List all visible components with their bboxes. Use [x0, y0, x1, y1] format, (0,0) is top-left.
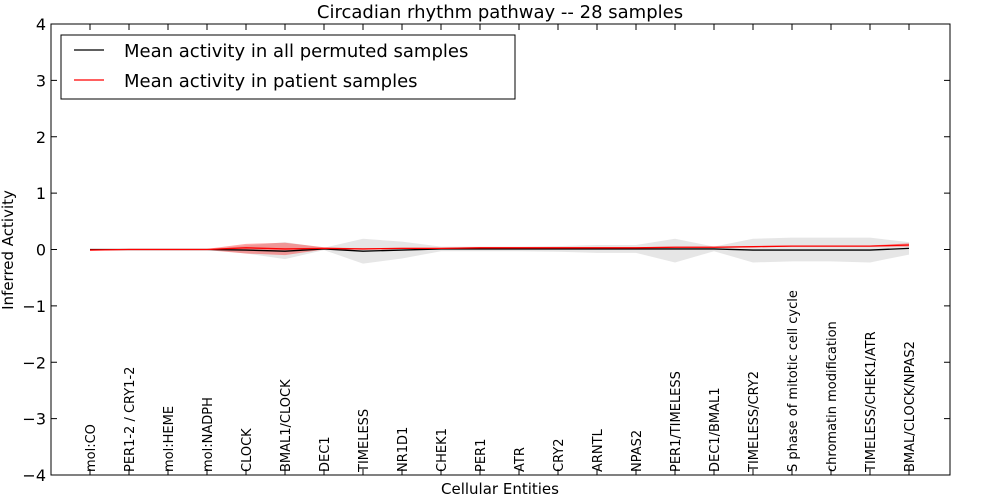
- y-axis-label: Inferred Activity: [0, 190, 17, 310]
- y-tick-label: 4: [36, 15, 46, 34]
- x-tick-label: CHEK1: [435, 428, 450, 472]
- y-tick-label: 2: [36, 128, 46, 147]
- x-tick-label: mol:CO: [84, 424, 99, 472]
- x-tick-label: CLOCK: [240, 428, 255, 472]
- legend-label-patient: Mean activity in patient samples: [124, 71, 418, 92]
- x-axis-label: Cellular Entities: [441, 480, 559, 498]
- x-tick-label: PER1: [474, 439, 489, 472]
- x-tick-label: ATR: [513, 447, 528, 472]
- x-tick-label: TIMELESS/CRY2: [747, 371, 762, 473]
- y-tick-label: 3: [36, 71, 46, 90]
- x-tick-label: NR1D1: [396, 427, 411, 472]
- y-tick-label: 0: [36, 241, 46, 260]
- series-line-patient: [89, 244, 910, 251]
- band-permuted: [90, 237, 909, 264]
- y-tick-label: 1: [36, 184, 46, 203]
- series-line-permuted: [90, 247, 910, 252]
- x-tick-label: PER1/TIMELESS: [669, 371, 684, 472]
- x-tick-label: TIMELESS: [357, 409, 372, 473]
- legend-label-permuted: Mean activity in all permuted samples: [124, 41, 468, 62]
- x-tick-label: mol:NADPH: [201, 397, 216, 472]
- y-tick-label: −4: [22, 466, 46, 485]
- series-lines: [89, 244, 910, 252]
- x-tick-label: TIMELESS/CHEK1/ATR: [864, 331, 879, 473]
- x-tick-label: CRY2: [552, 439, 567, 473]
- x-tick-label: PER1-2 / CRY1-2: [123, 367, 138, 472]
- y-tick-label: −2: [22, 353, 46, 372]
- legend-box: [60, 34, 516, 100]
- x-axis: mol:CO PER1-2 / CRY1-2 mol:HEME mol:NADPH CL…: [84, 24, 918, 475]
- y-tick-label: −3: [22, 410, 46, 429]
- confidence-bands: [90, 237, 909, 264]
- y-axis: 4 3 2 1 0 −1 −2 −3 −4: [22, 15, 950, 485]
- x-tick-label: mol:HEME: [162, 406, 177, 472]
- x-tick-label: chromatin modification: [825, 321, 840, 472]
- x-tick-label: BMAL1/CLOCK: [279, 379, 294, 472]
- x-tick-label: DEC1/BMAL1: [708, 388, 723, 473]
- x-tick-label: NPAS2: [630, 430, 645, 472]
- x-tick-label: BMAL/CLOCK/NPAS2: [903, 341, 918, 472]
- legend: Mean activity in all permuted samples Me…: [60, 34, 516, 100]
- band-patient: [90, 242, 909, 256]
- x-tick-label: DEC1: [318, 436, 333, 472]
- x-tick-label: S phase of mitotic cell cycle: [786, 290, 801, 472]
- chart-title: Circadian rhythm pathway -- 28 samples: [317, 2, 683, 23]
- x-tick-label: ARNTL: [591, 428, 606, 472]
- y-tick-label: −1: [22, 297, 46, 316]
